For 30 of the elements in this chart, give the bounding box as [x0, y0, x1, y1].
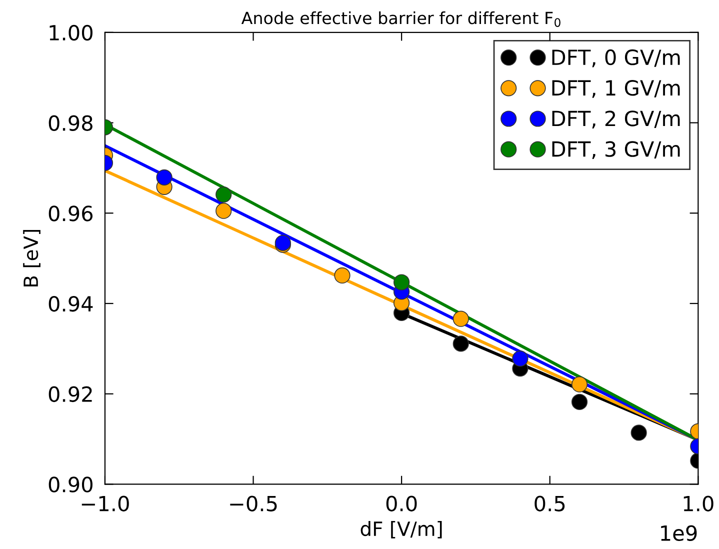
- legend-label: DFT, 3 GV/m: [552, 141, 680, 160]
- x-tick-label: 0.0: [386, 496, 417, 512]
- legend-label: DFT, 2 GV/m: [552, 110, 680, 128]
- point: [216, 202, 232, 219]
- y-tick-label: 0.92: [48, 386, 92, 402]
- point: [630, 424, 647, 441]
- y-tick-label: 0.96: [48, 206, 93, 222]
- point: [452, 336, 469, 352]
- point: [452, 310, 469, 327]
- legend-label: DFT, 0 GV/m: [552, 49, 680, 68]
- x-axis-title: dF [V/m]: [360, 521, 442, 538]
- x-tick-label: 0.5: [534, 496, 565, 512]
- y-tick-label: 0.94: [48, 296, 93, 312]
- y-tick-label: 1.00: [50, 24, 92, 41]
- chart-title: Anode effective barrier for different F$_{0}$: [241, 11, 560, 27]
- point: [512, 350, 528, 367]
- x-tick-label: 1.0: [684, 496, 714, 512]
- legend-label: DFT, 1 GV/m: [552, 80, 680, 98]
- x-tick-label: −0.5: [230, 496, 277, 512]
- point: [571, 376, 588, 392]
- y-tick-label: 0.90: [48, 476, 92, 492]
- y-axis-title: B [eV]: [23, 230, 40, 286]
- x-tick-label: −1.0: [82, 496, 129, 512]
- text: 1e9: [661, 525, 697, 542]
- point: [334, 267, 350, 284]
- point: [571, 394, 588, 410]
- point: [394, 274, 410, 290]
- point: [216, 186, 232, 203]
- y-tick-label: 0.98: [48, 115, 92, 131]
- point: [156, 169, 172, 186]
